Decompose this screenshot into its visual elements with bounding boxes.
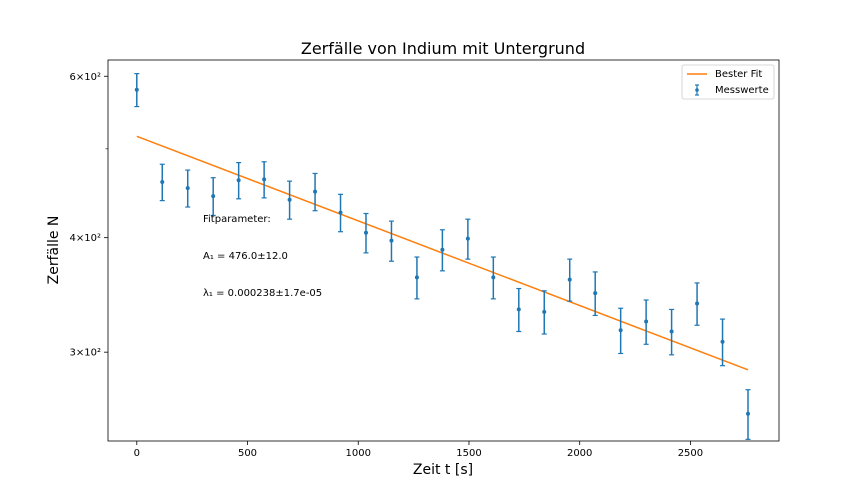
data-point xyxy=(287,197,292,202)
x-axis: 0 500 1000 1500 2000 2500 xyxy=(134,441,703,459)
data-point xyxy=(338,210,343,215)
data-point xyxy=(720,339,725,344)
x-tick-label: 0 xyxy=(134,448,140,459)
axes-frame xyxy=(107,59,780,442)
x-tick-label: 500 xyxy=(238,448,257,459)
data-point xyxy=(695,301,700,306)
y-tick-label: 6×10² xyxy=(70,72,101,83)
data-point xyxy=(134,87,139,92)
x-axis-label: Zeit t [s] xyxy=(413,462,473,478)
data-point xyxy=(516,307,521,312)
data-point xyxy=(465,236,470,241)
data-point xyxy=(440,247,445,252)
plot-area xyxy=(134,73,751,440)
chart-title: Zerfälle von Indium mit Untergrund xyxy=(301,39,585,58)
fit-param-lambda1: λ₁ = 0.000238±1.7e-05 xyxy=(203,288,322,299)
y-tick-label: 3×10² xyxy=(70,348,101,359)
data-point xyxy=(262,177,267,182)
legend-fit-label: Bester Fit xyxy=(715,69,762,80)
legend-data-marker xyxy=(695,88,699,92)
data-point xyxy=(567,277,572,282)
data-point xyxy=(669,329,674,334)
y-axis-label: Zerfälle N xyxy=(46,216,62,285)
data-point xyxy=(593,291,598,296)
data-point xyxy=(745,411,750,416)
data-point xyxy=(363,230,368,235)
data-point xyxy=(160,180,165,185)
x-tick-label: 1000 xyxy=(346,448,371,459)
y-axis: 3×10² 4×10² 6×10² xyxy=(70,72,108,359)
data-point xyxy=(644,319,649,324)
data-point xyxy=(185,186,190,191)
data-point xyxy=(211,194,216,199)
data-point xyxy=(542,309,547,314)
data-point xyxy=(313,189,318,194)
fit-param-a1: A₁ = 476.0±12.0 xyxy=(203,251,288,262)
data-point xyxy=(414,275,419,280)
legend-data-label: Messwerte xyxy=(715,85,769,96)
x-tick-label: 2000 xyxy=(567,448,592,459)
x-tick-label: 2500 xyxy=(678,448,703,459)
data-point xyxy=(389,238,394,243)
data-point xyxy=(491,275,496,280)
data-point xyxy=(236,178,241,183)
x-tick-label: 1500 xyxy=(456,448,481,459)
legend: Bester Fit Messwerte xyxy=(681,64,775,100)
fit-params-heading: Fitparameter: xyxy=(203,214,271,225)
data-point xyxy=(618,328,623,333)
y-tick-label: 4×10² xyxy=(70,233,101,244)
